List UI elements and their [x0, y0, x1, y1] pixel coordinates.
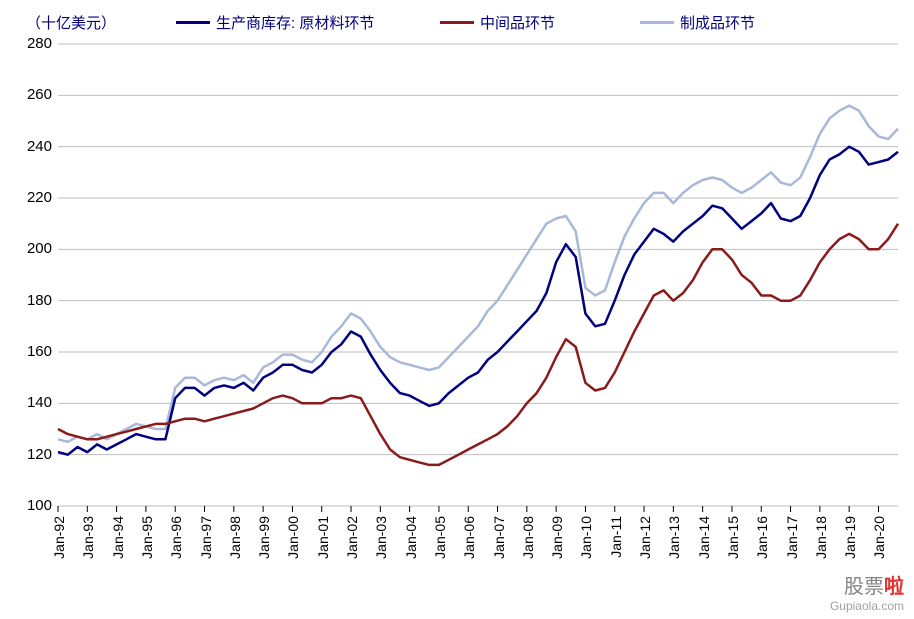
y-tick-label: 280	[12, 35, 52, 52]
x-tick-label: Jan-15	[725, 516, 741, 559]
watermark-suffix: 啦	[884, 576, 904, 598]
x-tick-label: Jan-93	[80, 516, 96, 559]
y-tick-label: 120	[12, 446, 52, 463]
x-tick-label: Jan-02	[344, 516, 360, 559]
x-tick-label: Jan-18	[813, 516, 829, 559]
legend-label-2: 中间品环节	[480, 12, 555, 33]
y-tick-label: 220	[12, 189, 52, 206]
x-tick-label: Jan-95	[139, 516, 155, 559]
x-tick-label: Jan-92	[51, 516, 67, 559]
x-tick-label: Jan-97	[198, 516, 214, 559]
x-tick-label: Jan-07	[491, 516, 507, 559]
x-tick-label: Jan-10	[578, 516, 594, 559]
y-tick-label: 140	[12, 394, 52, 411]
legend-series-3: 制成品环节	[640, 12, 755, 33]
x-tick-label: Jan-16	[754, 516, 770, 559]
x-tick-label: Jan-00	[285, 516, 301, 559]
x-tick-label: Jan-96	[168, 516, 184, 559]
plot-area	[58, 44, 898, 506]
y-tick-label: 260	[12, 86, 52, 103]
x-tick-label: Jan-04	[403, 516, 419, 559]
x-tick-label: Jan-19	[842, 516, 858, 559]
x-tick-label: Jan-05	[432, 516, 448, 559]
x-tick-label: Jan-20	[871, 516, 887, 559]
x-tick-label: Jan-11	[608, 516, 624, 558]
legend-swatch-3	[640, 21, 674, 24]
watermark: 股票啦 Gupiaola.com	[830, 570, 904, 613]
x-tick-label: Jan-13	[666, 516, 682, 559]
x-tick-label: Jan-03	[373, 516, 389, 559]
y-tick-label: 200	[12, 240, 52, 257]
legend-label-1: 生产商库存: 原材料环节	[216, 12, 374, 33]
chart-svg	[58, 44, 898, 506]
x-tick-label: Jan-99	[256, 516, 272, 559]
series-line	[58, 224, 898, 465]
x-tick-label: Jan-01	[315, 516, 331, 559]
y-tick-label: 160	[12, 343, 52, 360]
y-tick-label: 180	[12, 292, 52, 309]
x-tick-label: Jan-17	[784, 516, 800, 559]
legend-series-2: 中间品环节	[440, 12, 555, 33]
y-tick-label: 100	[12, 497, 52, 514]
x-tick-label: Jan-08	[520, 516, 536, 559]
watermark-main: 股票啦	[830, 570, 904, 599]
x-tick-label: Jan-94	[110, 516, 126, 559]
x-tick-label: Jan-09	[549, 516, 565, 559]
legend-swatch-2	[440, 21, 474, 24]
x-tick-label: Jan-06	[461, 516, 477, 559]
legend-label-3: 制成品环节	[680, 12, 755, 33]
x-tick-label: Jan-98	[227, 516, 243, 559]
legend-series-1: 生产商库存: 原材料环节	[176, 12, 374, 33]
x-tick-label: Jan-12	[637, 516, 653, 559]
legend-swatch-1	[176, 21, 210, 24]
watermark-prefix: 股票	[844, 576, 884, 598]
y-tick-label: 240	[12, 138, 52, 155]
y-axis-title: （十亿美元）	[26, 12, 116, 33]
series-line	[58, 106, 898, 442]
chart-container: （十亿美元） 生产商库存: 原材料环节 中间品环节 制成品环节 100 120 14…	[0, 0, 914, 619]
x-tick-label: Jan-14	[696, 516, 712, 559]
watermark-sub: Gupiaola.com	[830, 599, 904, 613]
